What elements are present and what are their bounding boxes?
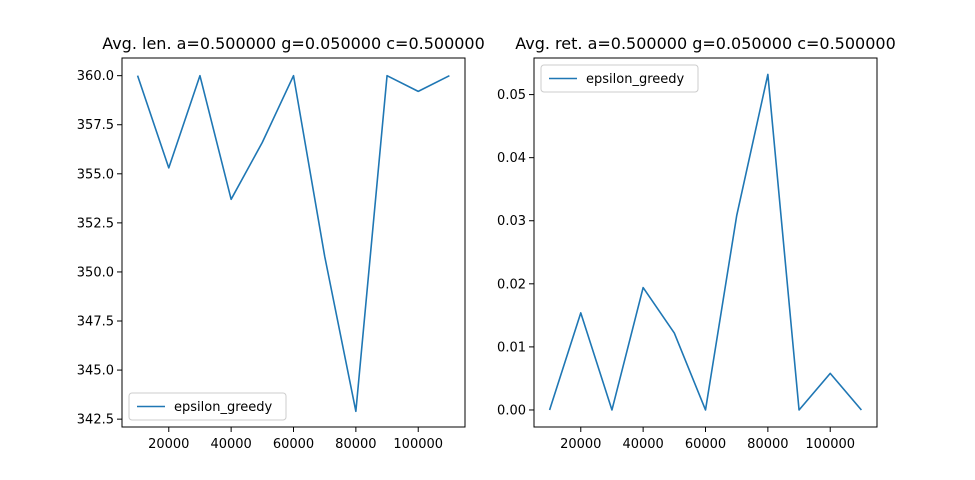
legend: epsilon_greedy [128, 392, 287, 421]
x-tick-label: 40000 [622, 437, 663, 452]
y-tick-label: 360.0 [77, 69, 114, 84]
chart-panel-2: Avg. ret. a=0.500000 g=0.050000 c=0.5000… [497, 34, 896, 452]
axes-frame [533, 57, 878, 428]
y-tick-label: 0.00 [497, 403, 526, 418]
legend-label: epsilon_greedy [586, 72, 684, 87]
x-tick-label: 100000 [805, 437, 855, 452]
y-tick-label: 0.03 [497, 214, 526, 229]
legend-box [540, 64, 699, 93]
x-tick-label: 60000 [685, 437, 726, 452]
y-tick-label: 355.0 [77, 167, 114, 182]
series-line-epsilon-greedy [548, 73, 863, 411]
x-tick-label: 20000 [148, 437, 189, 452]
y-tick-label: 342.5 [77, 413, 114, 428]
legend: epsilon_greedy [540, 64, 699, 93]
series-line-epsilon-greedy [136, 74, 450, 413]
x-tick-label: 20000 [560, 437, 601, 452]
chart-title: Avg. len. a=0.500000 g=0.050000 c=0.5000… [102, 34, 485, 53]
axes-frame [121, 57, 466, 428]
x-tick-label: 60000 [273, 437, 314, 452]
y-tick-label: 352.5 [77, 216, 114, 231]
y-tick-label: 345.0 [77, 364, 114, 379]
chart-panel-1: Avg. len. a=0.500000 g=0.050000 c=0.5000… [77, 34, 485, 452]
y-tick-label: 0.02 [497, 277, 526, 292]
chart-title: Avg. ret. a=0.500000 g=0.050000 c=0.5000… [515, 34, 896, 53]
y-tick-label: 350.0 [77, 265, 114, 280]
x-tick-label: 80000 [747, 437, 788, 452]
y-tick-label: 0.04 [497, 151, 526, 166]
y-tick-label: 0.05 [497, 88, 526, 103]
x-tick-label: 100000 [393, 437, 443, 452]
y-tick-label: 0.01 [497, 340, 526, 355]
legend-label: epsilon_greedy [174, 400, 272, 415]
x-tick-label: 80000 [335, 437, 376, 452]
x-tick-label: 40000 [210, 437, 251, 452]
y-tick-label: 347.5 [77, 315, 114, 330]
legend-box [128, 392, 287, 421]
y-tick-label: 357.5 [77, 118, 114, 133]
